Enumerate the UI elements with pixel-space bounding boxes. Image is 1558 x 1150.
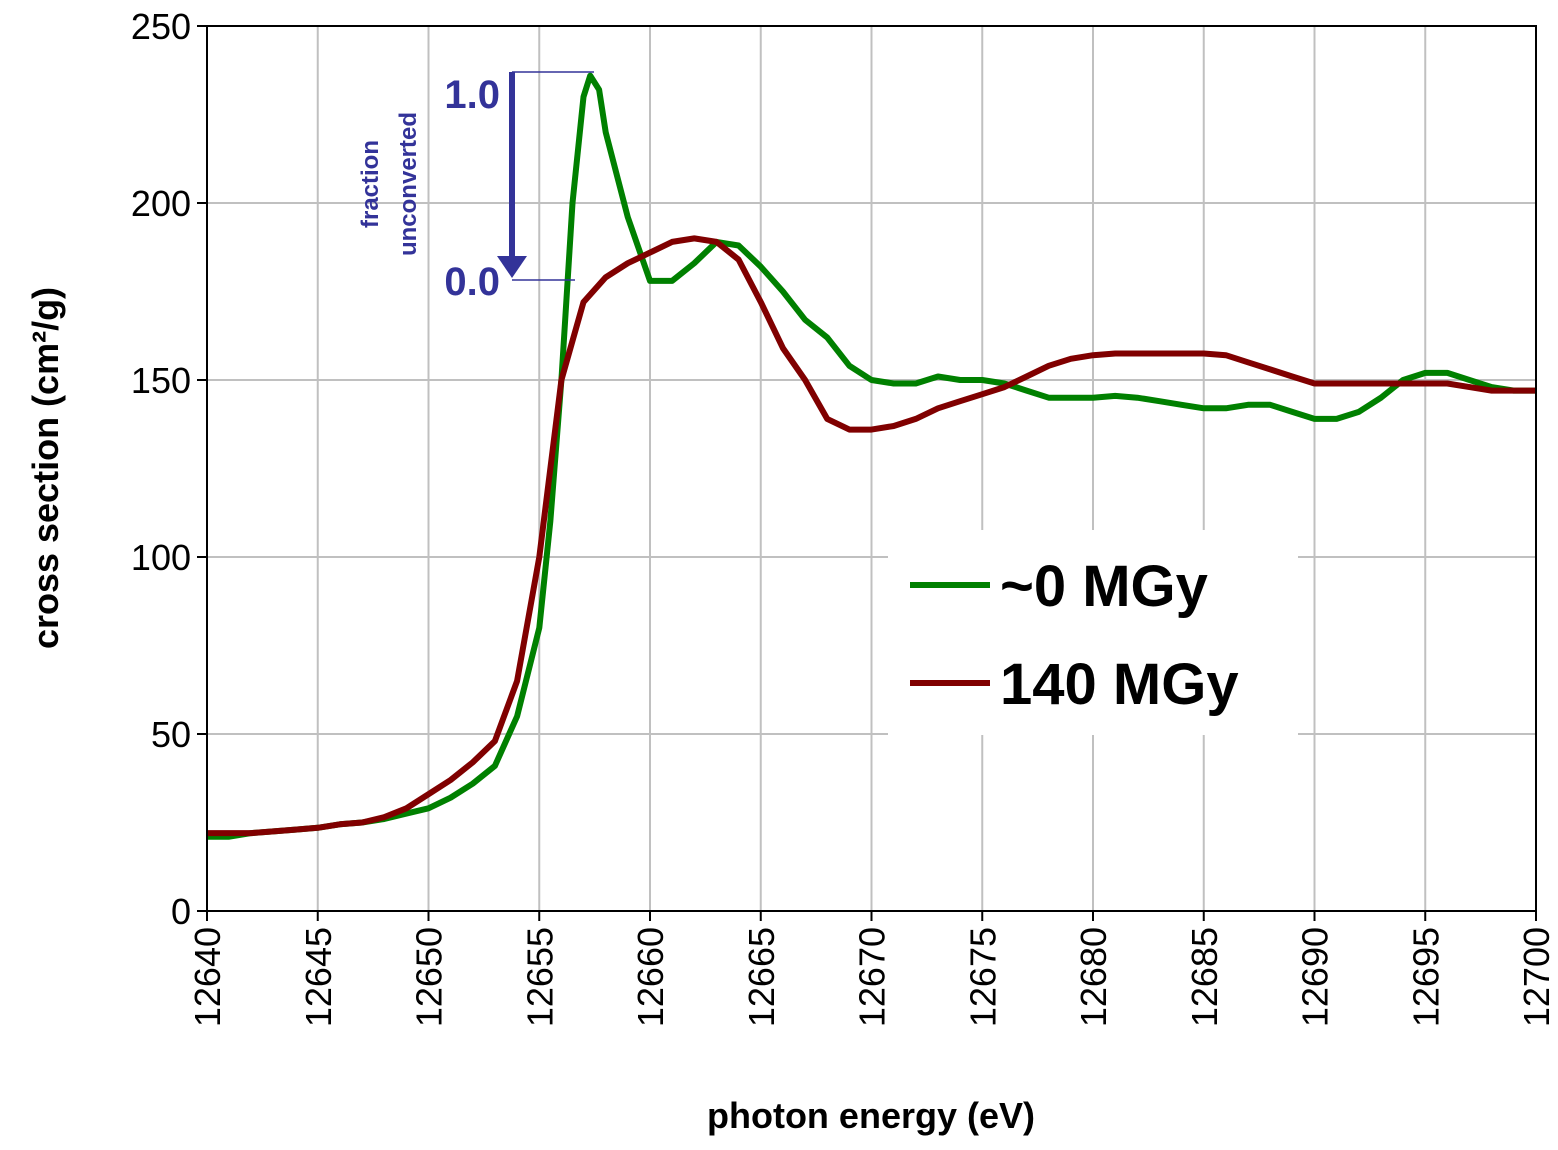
annotation-top: 1.0: [444, 73, 500, 117]
annotation-text: unconverted: [395, 112, 422, 256]
y-tick-label: 100: [131, 537, 191, 578]
x-tick-label: 12660: [630, 927, 671, 1027]
annotation-arrowhead: [497, 256, 527, 278]
y-tick-label: 250: [131, 6, 191, 47]
x-tick-label: 12675: [962, 927, 1003, 1027]
y-axis-label: cross section (cm²/g): [25, 287, 66, 649]
x-tick-label: 12670: [852, 927, 893, 1027]
x-tick-label: 12700: [1516, 927, 1557, 1027]
series-line: [207, 72, 1536, 840]
annotation-bottom: 0.0: [444, 260, 500, 304]
x-tick-label: 12665: [741, 927, 782, 1027]
legend-label: 140 MGy: [1000, 652, 1239, 717]
y-tick-label: 50: [151, 714, 191, 755]
x-tick-label: 12680: [1073, 927, 1114, 1027]
x-tick-label: 12690: [1295, 927, 1336, 1027]
legend-box: [888, 530, 1298, 735]
x-tick-label: 12645: [298, 927, 339, 1027]
y-tick-label: 0: [171, 891, 191, 932]
x-tick-label: 12650: [409, 927, 450, 1027]
y-tick-label: 150: [131, 360, 191, 401]
annotation: 1.0 0.0 fraction unconverted: [357, 71, 594, 304]
y-tick-label: 200: [131, 183, 191, 224]
x-tick-label: 12655: [519, 927, 560, 1027]
x-tick-label: 12695: [1405, 927, 1446, 1027]
x-tick-label: 12685: [1184, 927, 1225, 1027]
legend: ~0 MGy 140 MGy: [888, 530, 1298, 735]
ticks: 0 50 100 150 200 250 12640 12645 12650 12655 12660…: [131, 6, 1557, 1027]
annotation-text: fraction: [357, 140, 384, 228]
x-axis-label: photon energy (eV): [707, 1095, 1035, 1136]
legend-label: ~0 MGy: [1000, 554, 1208, 619]
lines: [207, 72, 1536, 840]
x-tick-label: 12640: [187, 927, 228, 1027]
series-line: [207, 235, 1536, 837]
